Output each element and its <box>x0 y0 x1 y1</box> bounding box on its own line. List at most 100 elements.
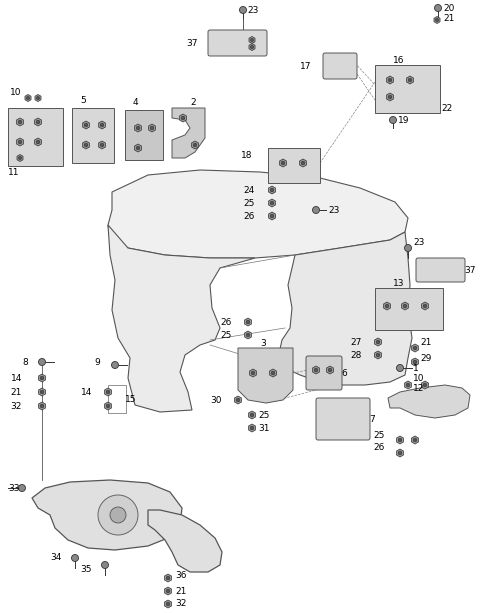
Circle shape <box>236 398 240 402</box>
Polygon shape <box>108 225 255 412</box>
Text: 6: 6 <box>341 368 347 378</box>
Circle shape <box>240 7 247 13</box>
Polygon shape <box>402 302 408 310</box>
Circle shape <box>36 140 40 144</box>
Polygon shape <box>235 396 241 404</box>
Circle shape <box>181 116 185 120</box>
Circle shape <box>18 156 22 159</box>
Circle shape <box>40 390 44 394</box>
Polygon shape <box>268 186 276 194</box>
Circle shape <box>435 18 439 21</box>
Text: 17: 17 <box>300 61 311 70</box>
Text: 18: 18 <box>240 151 252 159</box>
Text: 16: 16 <box>393 56 405 64</box>
Circle shape <box>388 78 392 82</box>
Circle shape <box>40 376 44 380</box>
Polygon shape <box>165 587 171 595</box>
Text: 21: 21 <box>175 587 186 595</box>
Circle shape <box>328 368 332 372</box>
Circle shape <box>281 161 285 165</box>
Text: 3: 3 <box>260 338 266 348</box>
Circle shape <box>100 123 104 127</box>
Polygon shape <box>374 338 382 346</box>
Polygon shape <box>270 369 276 377</box>
Polygon shape <box>238 348 293 403</box>
Bar <box>125 110 163 160</box>
Text: 32: 32 <box>11 402 22 411</box>
Text: 22: 22 <box>441 104 452 113</box>
Polygon shape <box>244 318 252 326</box>
Text: 21: 21 <box>11 387 22 397</box>
Circle shape <box>106 404 110 408</box>
Text: 5: 5 <box>80 96 86 104</box>
Polygon shape <box>407 76 413 84</box>
Circle shape <box>413 438 417 442</box>
Polygon shape <box>134 124 142 132</box>
Circle shape <box>251 371 255 375</box>
Polygon shape <box>35 118 41 126</box>
Circle shape <box>312 207 320 213</box>
Circle shape <box>406 383 410 387</box>
Polygon shape <box>35 94 41 102</box>
Polygon shape <box>105 402 111 410</box>
Polygon shape <box>411 344 419 352</box>
Text: 33: 33 <box>8 484 20 492</box>
Text: 21: 21 <box>443 13 455 23</box>
Polygon shape <box>300 159 306 167</box>
Circle shape <box>72 555 79 562</box>
Polygon shape <box>83 141 89 149</box>
Polygon shape <box>250 369 256 377</box>
Text: 25: 25 <box>373 430 385 440</box>
Text: 10: 10 <box>413 373 424 383</box>
Circle shape <box>251 45 253 48</box>
Polygon shape <box>411 358 419 366</box>
Circle shape <box>100 143 104 147</box>
Circle shape <box>408 78 412 82</box>
Circle shape <box>36 96 39 99</box>
Polygon shape <box>268 199 276 207</box>
Polygon shape <box>386 93 394 101</box>
Circle shape <box>84 123 88 127</box>
Circle shape <box>246 333 250 337</box>
Circle shape <box>36 120 40 124</box>
Circle shape <box>250 413 254 417</box>
Circle shape <box>423 304 427 308</box>
Circle shape <box>251 39 253 42</box>
Polygon shape <box>148 510 222 572</box>
Polygon shape <box>172 108 205 158</box>
Polygon shape <box>386 76 394 84</box>
FancyBboxPatch shape <box>208 30 267 56</box>
Polygon shape <box>411 436 419 444</box>
Circle shape <box>301 161 305 165</box>
Polygon shape <box>17 154 23 161</box>
Polygon shape <box>312 366 320 374</box>
Text: 14: 14 <box>81 387 92 397</box>
Polygon shape <box>268 212 276 220</box>
Text: 13: 13 <box>393 278 405 287</box>
Text: 34: 34 <box>50 554 62 563</box>
Circle shape <box>106 390 110 394</box>
Polygon shape <box>32 480 182 550</box>
Circle shape <box>403 304 407 308</box>
Polygon shape <box>405 381 411 389</box>
Bar <box>268 148 320 183</box>
Bar <box>375 65 440 113</box>
Circle shape <box>136 126 140 130</box>
Circle shape <box>405 245 411 251</box>
Text: 36: 36 <box>175 571 187 579</box>
Text: 23: 23 <box>328 205 339 215</box>
Polygon shape <box>249 37 255 44</box>
Text: 10: 10 <box>10 88 22 96</box>
Polygon shape <box>98 141 106 149</box>
Circle shape <box>38 359 46 365</box>
Polygon shape <box>396 436 404 444</box>
Circle shape <box>136 146 140 150</box>
Text: 27: 27 <box>350 338 362 346</box>
Text: 25: 25 <box>244 199 255 207</box>
Polygon shape <box>421 381 429 389</box>
Text: 15: 15 <box>125 395 136 403</box>
Circle shape <box>98 495 138 535</box>
Polygon shape <box>16 138 24 146</box>
Text: 26: 26 <box>221 318 232 327</box>
Polygon shape <box>396 449 404 457</box>
